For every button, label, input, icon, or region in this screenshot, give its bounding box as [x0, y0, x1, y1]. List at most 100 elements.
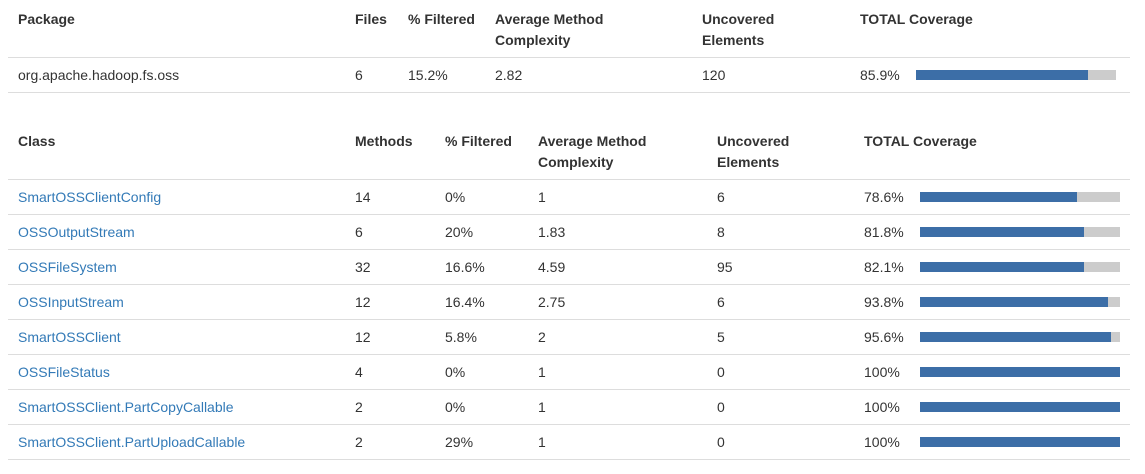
class-coverage-table: Class Methods % Filtered Average Method …: [8, 122, 1130, 460]
class-avg-complexity: 4.59: [528, 249, 707, 285]
class-coverage: 100%: [854, 389, 1130, 425]
coverage-bar: [920, 402, 1120, 412]
class-filtered: 16.4%: [435, 284, 528, 320]
coverage-bar-fill: [920, 332, 1112, 342]
package-avg-complexity: 2.82: [485, 57, 692, 93]
class-methods: 12: [345, 284, 435, 320]
package-files: 6: [345, 57, 398, 93]
header-class[interactable]: Class: [8, 122, 345, 180]
coverage-bar: [920, 332, 1120, 342]
coverage-bar: [920, 367, 1120, 377]
coverage-percent: 100%: [864, 399, 900, 415]
table-row: SmartOSSClient.PartUploadCallable 2 29% 1 0 1…: [8, 424, 1130, 460]
class-avg-complexity: 1: [528, 354, 707, 390]
class-uncovered: 0: [707, 424, 854, 460]
class-uncovered: 6: [707, 179, 854, 215]
class-link[interactable]: OSSInputStream: [18, 294, 124, 310]
table-row: OSSOutputStream 6 20% 1.83 8 81.8%: [8, 214, 1130, 250]
class-link[interactable]: OSSOutputStream: [18, 224, 135, 240]
coverage-bar-fill: [920, 262, 1085, 272]
class-link[interactable]: SmartOSSClient.PartUploadCallable: [18, 434, 246, 450]
class-methods: 14: [345, 179, 435, 215]
package-filtered: 15.2%: [398, 57, 485, 93]
header-uncovered[interactable]: Uncovered Elements: [692, 0, 850, 58]
coverage-bar-fill: [920, 437, 1120, 447]
coverage-bar-fill: [916, 70, 1088, 80]
package-name: org.apache.hadoop.fs.oss: [8, 57, 345, 93]
class-filtered: 0%: [435, 389, 528, 425]
table-row: SmartOSSClient 12 5.8% 2 5 95.6%: [8, 319, 1130, 355]
class-link[interactable]: OSSFileStatus: [18, 364, 110, 380]
coverage-bar: [916, 70, 1116, 80]
header-files[interactable]: Files: [345, 0, 398, 58]
class-name-cell: SmartOSSClient.PartUploadCallable: [8, 424, 345, 460]
coverage-bar: [920, 227, 1120, 237]
class-filtered: 29%: [435, 424, 528, 460]
class-coverage: 93.8%: [854, 284, 1130, 320]
header-total-coverage[interactable]: TOTAL Coverage: [854, 122, 1130, 180]
package-uncovered: 120: [692, 57, 850, 93]
class-name-cell: SmartOSSClient.PartCopyCallable: [8, 389, 345, 425]
class-methods: 2: [345, 424, 435, 460]
class-coverage: 78.6%: [854, 179, 1130, 215]
class-name-cell: SmartOSSClientConfig: [8, 179, 345, 215]
package-coverage: 85.9%: [850, 57, 1130, 93]
class-coverage: 95.6%: [854, 319, 1130, 355]
header-methods[interactable]: Methods: [345, 122, 435, 180]
header-avg-complexity[interactable]: Average Method Complexity: [485, 0, 692, 58]
class-methods: 6: [345, 214, 435, 250]
class-uncovered: 0: [707, 354, 854, 390]
class-filtered: 16.6%: [435, 249, 528, 285]
class-coverage: 100%: [854, 424, 1130, 460]
class-methods: 2: [345, 389, 435, 425]
coverage-percent: 95.6%: [864, 329, 904, 345]
table-row: SmartOSSClient.PartCopyCallable 2 0% 1 0 100%: [8, 389, 1130, 425]
coverage-percent: 85.9%: [860, 67, 900, 83]
coverage-percent: 93.8%: [864, 294, 904, 310]
class-link[interactable]: SmartOSSClient: [18, 329, 121, 345]
class-link[interactable]: SmartOSSClientConfig: [18, 189, 162, 205]
coverage-percent: 100%: [864, 434, 900, 450]
coverage-percent: 100%: [864, 364, 900, 380]
class-avg-complexity: 1: [528, 424, 707, 460]
class-link[interactable]: SmartOSSClient.PartCopyCallable: [18, 399, 234, 415]
class-methods: 4: [345, 354, 435, 390]
class-filtered: 0%: [435, 179, 528, 215]
table-row: SmartOSSClientConfig 14 0% 1 6 78.6%: [8, 179, 1130, 215]
coverage-percent: 78.6%: [864, 189, 904, 205]
header-avg-complexity[interactable]: Average Method Complexity: [528, 122, 707, 180]
class-name-cell: OSSInputStream: [8, 284, 345, 320]
class-uncovered: 8: [707, 214, 854, 250]
header-filtered[interactable]: % Filtered: [398, 0, 485, 58]
header-total-coverage[interactable]: TOTAL Coverage: [850, 0, 1130, 58]
class-methods: 32: [345, 249, 435, 285]
header-package[interactable]: Package: [8, 0, 345, 58]
table-row: OSSInputStream 12 16.4% 2.75 6 93.8%: [8, 284, 1130, 320]
class-name-cell: OSSFileStatus: [8, 354, 345, 390]
class-uncovered: 0: [707, 389, 854, 425]
class-methods: 12: [345, 319, 435, 355]
coverage-bar-fill: [920, 227, 1084, 237]
class-name-cell: OSSFileSystem: [8, 249, 345, 285]
class-coverage: 82.1%: [854, 249, 1130, 285]
coverage-percent: 81.8%: [864, 224, 904, 240]
header-filtered[interactable]: % Filtered: [435, 122, 528, 180]
coverage-bar: [920, 437, 1120, 447]
class-avg-complexity: 1: [528, 179, 707, 215]
package-summary-table: Package Files % Filtered Average Method …: [8, 0, 1130, 93]
class-link[interactable]: OSSFileSystem: [18, 259, 117, 275]
class-filtered: 20%: [435, 214, 528, 250]
header-uncovered[interactable]: Uncovered Elements: [707, 122, 854, 180]
class-filtered: 0%: [435, 354, 528, 390]
table-row: OSSFileSystem 32 16.6% 4.59 95 82.1%: [8, 249, 1130, 285]
coverage-bar: [920, 262, 1120, 272]
class-uncovered: 5: [707, 319, 854, 355]
package-row: org.apache.hadoop.fs.oss 6 15.2% 2.82 12…: [8, 57, 1130, 93]
coverage-bar: [920, 192, 1120, 202]
class-uncovered: 6: [707, 284, 854, 320]
class-header-row: Class Methods % Filtered Average Method …: [8, 122, 1130, 180]
coverage-bar-fill: [920, 192, 1078, 202]
class-name-cell: SmartOSSClient: [8, 319, 345, 355]
class-avg-complexity: 1: [528, 389, 707, 425]
class-avg-complexity: 2: [528, 319, 707, 355]
